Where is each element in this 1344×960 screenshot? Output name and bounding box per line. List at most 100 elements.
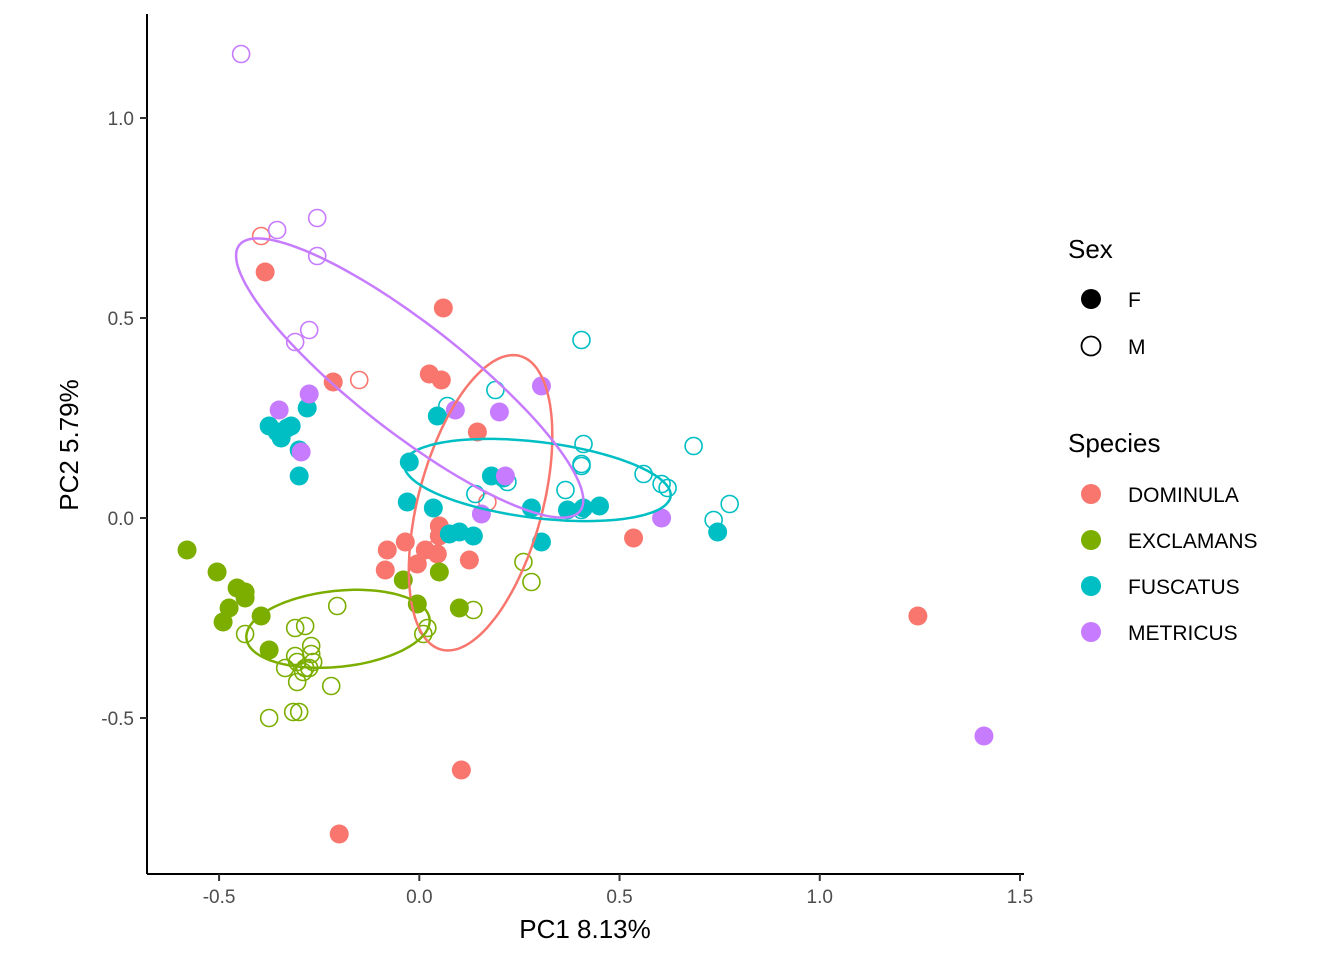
data-point [590,496,610,516]
series-metricus-f [269,376,994,746]
data-point [572,500,591,520]
data-point [464,600,483,620]
data-point [427,406,447,426]
data-point [429,562,449,582]
data-point [267,220,287,240]
x-tick-label: 0.5 [606,887,632,908]
data-point [708,522,728,542]
data-point [287,672,307,692]
legend-key-metricus [1081,622,1101,642]
series-dominula-m [251,226,497,560]
data-point [556,480,575,500]
data-point [466,484,485,504]
data-point [624,528,644,548]
data-point [463,526,483,546]
data-point [414,624,433,644]
data-point [293,662,313,682]
data-point [297,398,317,418]
data-point [397,492,417,512]
data-point [424,540,443,560]
data-point [574,434,593,454]
data-point [431,370,451,390]
ellipse-metricus [234,237,585,519]
data-point [283,702,303,722]
data-point [652,474,671,494]
data-point [449,598,469,618]
data-point [459,550,479,570]
x-axis-title: PC1 8.13% [519,914,651,944]
series-exclamans-m [235,552,541,728]
series-dominula-f [255,262,928,844]
data-point [307,246,327,266]
data-point [207,562,227,582]
legend-key-exclamans [1081,530,1101,550]
y-tick-label: 0.0 [108,509,134,530]
data-point [572,330,591,350]
data-point [377,540,397,560]
data-point [177,540,197,560]
data-point [720,494,739,514]
data-point [289,702,309,722]
legend-label: F [1128,289,1141,312]
data-point [259,708,279,728]
y-ticks: -0.5 0.0 0.5 1.0 [101,109,147,730]
data-point [489,402,509,422]
x-tick-label: 0.0 [406,887,432,908]
data-point [684,436,703,456]
data-point [407,554,427,574]
data-point [299,320,319,340]
data-point [467,422,487,442]
ellipse-exclamans [245,588,431,670]
data-point [307,208,327,228]
data-point [423,498,443,518]
data-point [285,332,305,352]
data-point [433,298,453,318]
data-point [323,372,343,392]
data-point [235,624,255,644]
data-point [349,370,369,390]
data-point [557,500,577,520]
data-point [445,400,465,420]
data-point [251,226,271,246]
data-point [269,400,289,420]
legend: Sex F M Species DOMINULA EXCLAMANS FUSCATUS MET… [1068,234,1258,645]
x-ticks: -0.5 0.0 0.5 1.0 1.5 [203,874,1033,908]
data-point [235,588,255,608]
data-point [522,572,541,592]
data-point [704,510,723,530]
data-point [289,466,309,486]
y-axis-title: PC2 5.79% [54,379,84,511]
data-point [281,416,301,436]
legend-label: METRICUS [1128,622,1238,645]
legend-label: EXCLAMANS [1128,530,1258,553]
legend-key-dominula [1081,484,1101,504]
data-point [495,466,515,486]
plot-area [177,44,994,844]
data-point [329,824,349,844]
x-tick-label: 1.5 [1007,887,1033,908]
axes: -0.5 0.0 0.5 1.0 1.5 -0.5 0.0 0.5 1.0 PC1 8.13%… [54,14,1033,944]
data-point [285,618,305,638]
y-tick-label: 0.5 [108,309,134,330]
data-point [531,532,551,552]
x-tick-label: -0.5 [203,887,236,908]
legend-label: M [1128,336,1146,359]
data-point [451,760,471,780]
data-point [974,726,994,746]
data-point [299,384,319,404]
x-tick-label: 1.0 [807,887,833,908]
data-point [375,560,395,580]
series-exclamans-f [177,540,469,660]
data-point [213,612,233,632]
legend-label: DOMINULA [1128,484,1239,507]
series-metricus-m [231,44,327,352]
data-point [327,596,347,616]
data-point [572,456,591,476]
data-point [652,508,672,528]
data-point [658,478,677,498]
data-point [908,606,928,626]
legend-title-species: Species [1068,428,1161,458]
data-point [231,44,251,64]
legend-label: FUSCATUS [1128,576,1240,599]
legend-key-m [1080,335,1102,357]
